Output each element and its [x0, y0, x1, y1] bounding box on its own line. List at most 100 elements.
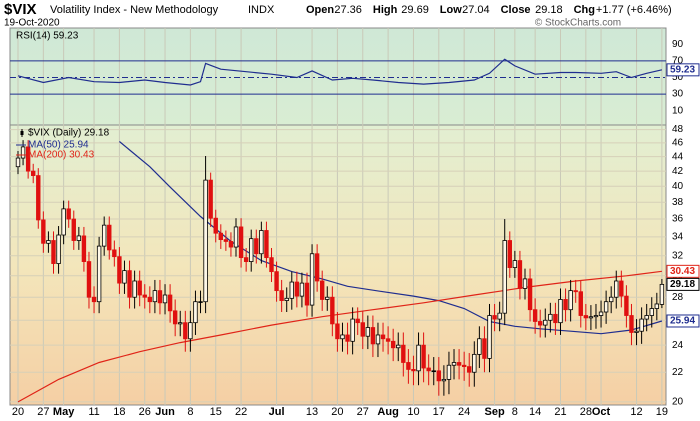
x-tick-label: Sep	[484, 406, 504, 418]
candle-body	[66, 208, 71, 220]
candle-body	[157, 290, 163, 304]
exchange: INDX	[248, 4, 275, 16]
candle-body	[608, 296, 614, 303]
x-tick-label: 14	[529, 406, 541, 418]
y-tick-label: 44	[672, 151, 684, 162]
candle-body	[385, 338, 391, 342]
y-tick-label: 42	[672, 166, 684, 177]
candle-body	[456, 362, 462, 366]
candle-body	[411, 369, 416, 372]
x-tick-label: Jun	[155, 406, 175, 418]
candle-body	[51, 240, 56, 264]
candle-body	[527, 278, 533, 311]
candle-body	[264, 230, 269, 259]
chg-label: Chg	[574, 4, 595, 16]
candle-body	[71, 218, 76, 241]
candle-body	[76, 235, 82, 241]
value-tag: 59.23	[670, 64, 695, 75]
x-tick-label: 19	[656, 406, 668, 418]
y-tick-label: 90	[672, 39, 684, 50]
candle-body	[553, 313, 558, 324]
candle-body	[122, 270, 127, 284]
candle-body	[25, 146, 31, 172]
quote-label: Close	[501, 4, 531, 16]
candle-body	[507, 240, 512, 268]
candle-body	[482, 338, 487, 359]
candle-body	[137, 280, 142, 296]
x-tick-label: 27	[37, 406, 49, 418]
value-tag-box	[666, 63, 700, 77]
candle-body	[289, 281, 294, 299]
candle-body	[568, 290, 573, 311]
candle-body	[390, 340, 396, 349]
candle-body	[345, 334, 350, 342]
quote-value: 29.18	[535, 4, 563, 16]
candle-body	[639, 318, 644, 332]
candle-body	[558, 299, 563, 324]
value-tag: 29.18	[670, 279, 695, 290]
candle-body	[269, 257, 274, 273]
y-tick-label: 50	[672, 72, 684, 83]
candle-body	[603, 301, 609, 313]
candle-body	[629, 315, 634, 333]
candle-body	[223, 239, 229, 242]
candle-body	[340, 334, 345, 340]
candle-body	[188, 322, 193, 340]
x-tick-label: 24	[458, 406, 470, 418]
candle-body	[330, 296, 335, 325]
quote-value: 29.69	[401, 4, 429, 16]
candle-body	[517, 260, 523, 289]
candle-body	[31, 170, 36, 176]
candle-body	[299, 282, 305, 297]
candle-body	[36, 175, 41, 221]
candle-body	[91, 296, 97, 303]
x-tick-label: 8	[512, 406, 518, 418]
security-name: Volatility Index - New Methodology	[50, 4, 219, 16]
candle-body	[167, 294, 173, 312]
candle-body	[41, 219, 46, 244]
x-tick-label: May	[53, 406, 75, 418]
candle-body	[274, 271, 279, 292]
candle-body	[208, 179, 213, 219]
candle-body	[426, 367, 431, 372]
x-tick-label: 26	[139, 406, 151, 418]
candle-body	[451, 362, 457, 366]
x-tick-label: 21	[554, 406, 566, 418]
candle-body	[319, 280, 325, 300]
candle-body	[183, 322, 188, 340]
candle-body	[147, 296, 153, 303]
candle-body	[142, 294, 147, 298]
candle-body	[213, 217, 218, 234]
candle-body	[238, 226, 244, 259]
x-tick-label: Aug	[377, 406, 398, 418]
legend-icon	[20, 131, 24, 135]
plot	[15, 58, 665, 403]
candle-body	[614, 280, 619, 298]
candle-body	[421, 344, 426, 369]
candle-body	[548, 313, 553, 321]
legend-entry: MA(50) 25.94	[28, 140, 89, 151]
x-tick-label: 10	[407, 406, 419, 418]
candle-body	[502, 240, 507, 314]
candle-body	[634, 330, 639, 333]
candle-body	[659, 283, 665, 305]
candle-body	[107, 224, 112, 251]
candle-body	[243, 257, 249, 262]
y-tick-label: 30	[672, 89, 684, 100]
y-tick-label: 32	[672, 250, 684, 261]
line-series	[17, 270, 662, 403]
candle-body	[233, 226, 239, 248]
candle-body	[588, 316, 594, 319]
candle-body	[314, 253, 320, 282]
legend: $VIX (Daily) 29.18	[28, 128, 110, 139]
y-tick-label: 38	[672, 197, 684, 208]
candle-body	[279, 290, 284, 301]
value-tag-box	[666, 264, 700, 278]
candle-body	[654, 303, 660, 309]
candle-body	[583, 315, 589, 319]
value-tag-box	[666, 314, 700, 328]
candle-body	[563, 299, 568, 311]
candle-body	[578, 291, 583, 316]
candle-body	[20, 146, 26, 159]
candle-body	[365, 327, 371, 337]
